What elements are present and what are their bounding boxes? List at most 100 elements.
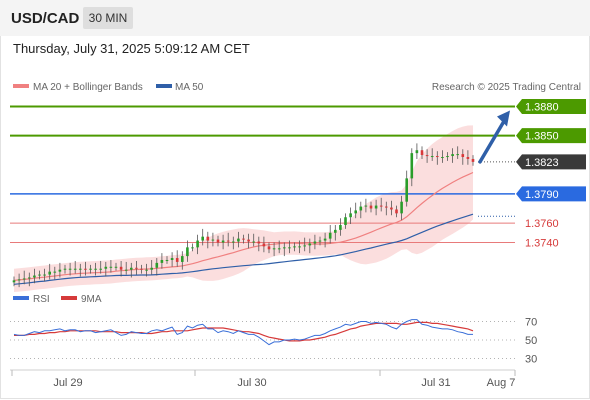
candle xyxy=(359,201,363,219)
rsi-tick-label: 70 xyxy=(525,317,537,329)
key-levels xyxy=(10,105,515,243)
ma50-legend-label: MA 50 xyxy=(175,82,204,93)
timeframe-badge[interactable]: 30 MIN xyxy=(83,7,133,29)
candle xyxy=(308,238,312,254)
last-price-tag-label: 1.3823 xyxy=(525,157,559,169)
candle xyxy=(247,233,250,249)
candle-body xyxy=(283,247,286,249)
candle-body xyxy=(165,259,169,261)
candle-body xyxy=(22,278,26,280)
candle-body xyxy=(89,268,92,270)
candle xyxy=(89,264,92,274)
candle xyxy=(379,197,383,212)
candle xyxy=(410,148,414,187)
candle-body xyxy=(201,236,204,241)
candle-body xyxy=(247,239,250,242)
rsi-tick-label: 30 xyxy=(525,354,537,366)
candle xyxy=(323,232,327,248)
rsi-legend-label: RSI xyxy=(33,294,50,305)
candle xyxy=(328,225,332,244)
candle-body xyxy=(43,274,46,276)
target-1-tag-label: 1.3850 xyxy=(525,131,559,143)
candle-body xyxy=(79,268,82,270)
arrow-head xyxy=(497,110,510,127)
candle xyxy=(135,260,138,275)
candle xyxy=(466,150,470,165)
target-1-tag: 1.3850 xyxy=(516,128,586,144)
candle-body xyxy=(328,232,332,239)
candle xyxy=(206,231,210,249)
candle-body xyxy=(379,205,383,207)
candle-body xyxy=(33,275,36,278)
x-tick-label: Aug 7 xyxy=(487,377,516,389)
pivot-tag: 1.3790 xyxy=(516,186,586,202)
candle xyxy=(165,256,169,264)
candle-body xyxy=(130,267,133,270)
candle-body xyxy=(114,266,118,268)
candle xyxy=(155,258,159,276)
candle xyxy=(221,234,225,250)
candle xyxy=(63,264,67,274)
target-2-tag-label: 1.3880 xyxy=(525,102,559,114)
candle-body xyxy=(58,269,62,272)
ma20-legend-label: MA 20 + Bollinger Bands xyxy=(33,82,143,93)
candle-body xyxy=(221,240,225,243)
candle xyxy=(456,146,459,159)
candle-body xyxy=(395,209,398,214)
candle-body xyxy=(318,240,322,242)
candle xyxy=(461,149,465,165)
arrow-shaft xyxy=(478,117,507,164)
candle xyxy=(145,263,148,277)
candle xyxy=(73,260,77,274)
candle-body xyxy=(206,236,210,241)
candle-body xyxy=(385,206,388,208)
candle-body xyxy=(364,205,368,207)
candle-body xyxy=(456,154,459,156)
candle xyxy=(395,205,398,218)
candle xyxy=(267,242,271,254)
candle xyxy=(364,198,368,213)
candle xyxy=(430,148,434,161)
candle xyxy=(114,262,118,271)
support-2-label: 1.3740 xyxy=(525,238,559,250)
candle xyxy=(99,260,102,274)
candle-body xyxy=(257,241,261,244)
candle-body xyxy=(48,271,51,275)
candle xyxy=(68,262,72,276)
candle-body xyxy=(262,243,266,247)
candle xyxy=(272,242,276,257)
candle-body xyxy=(17,279,21,281)
x-tick-label: Jul 30 xyxy=(237,377,266,389)
candle-body xyxy=(140,268,143,270)
candle xyxy=(119,260,123,277)
candle-body xyxy=(298,246,301,248)
candle-body xyxy=(308,243,312,246)
candle xyxy=(441,150,444,163)
ma20-legend-swatch xyxy=(13,84,29,88)
candle xyxy=(237,231,240,248)
candle xyxy=(53,266,57,280)
candle xyxy=(344,213,347,229)
candle-body xyxy=(119,266,123,270)
candle-body xyxy=(12,280,16,283)
candle-body xyxy=(124,269,128,271)
candle-body xyxy=(461,154,465,158)
candle-body xyxy=(170,258,174,260)
candle-body xyxy=(374,205,378,209)
candle-body xyxy=(415,150,419,154)
candle xyxy=(28,272,31,287)
candle xyxy=(12,276,16,287)
candle-body xyxy=(359,206,363,211)
candle xyxy=(186,240,189,262)
x-tick-label: Jul 31 xyxy=(421,377,450,389)
candle xyxy=(191,243,194,252)
candle xyxy=(313,234,317,250)
target-1-tag-bg xyxy=(516,128,586,144)
rsi-tick-label: 50 xyxy=(525,335,537,347)
candle-body xyxy=(446,156,449,158)
candle-body xyxy=(232,241,235,243)
candle xyxy=(471,155,475,166)
x-axis: Jul 29 Jul 30 Jul 31 Aug 7 xyxy=(11,370,516,389)
candle xyxy=(43,268,46,282)
